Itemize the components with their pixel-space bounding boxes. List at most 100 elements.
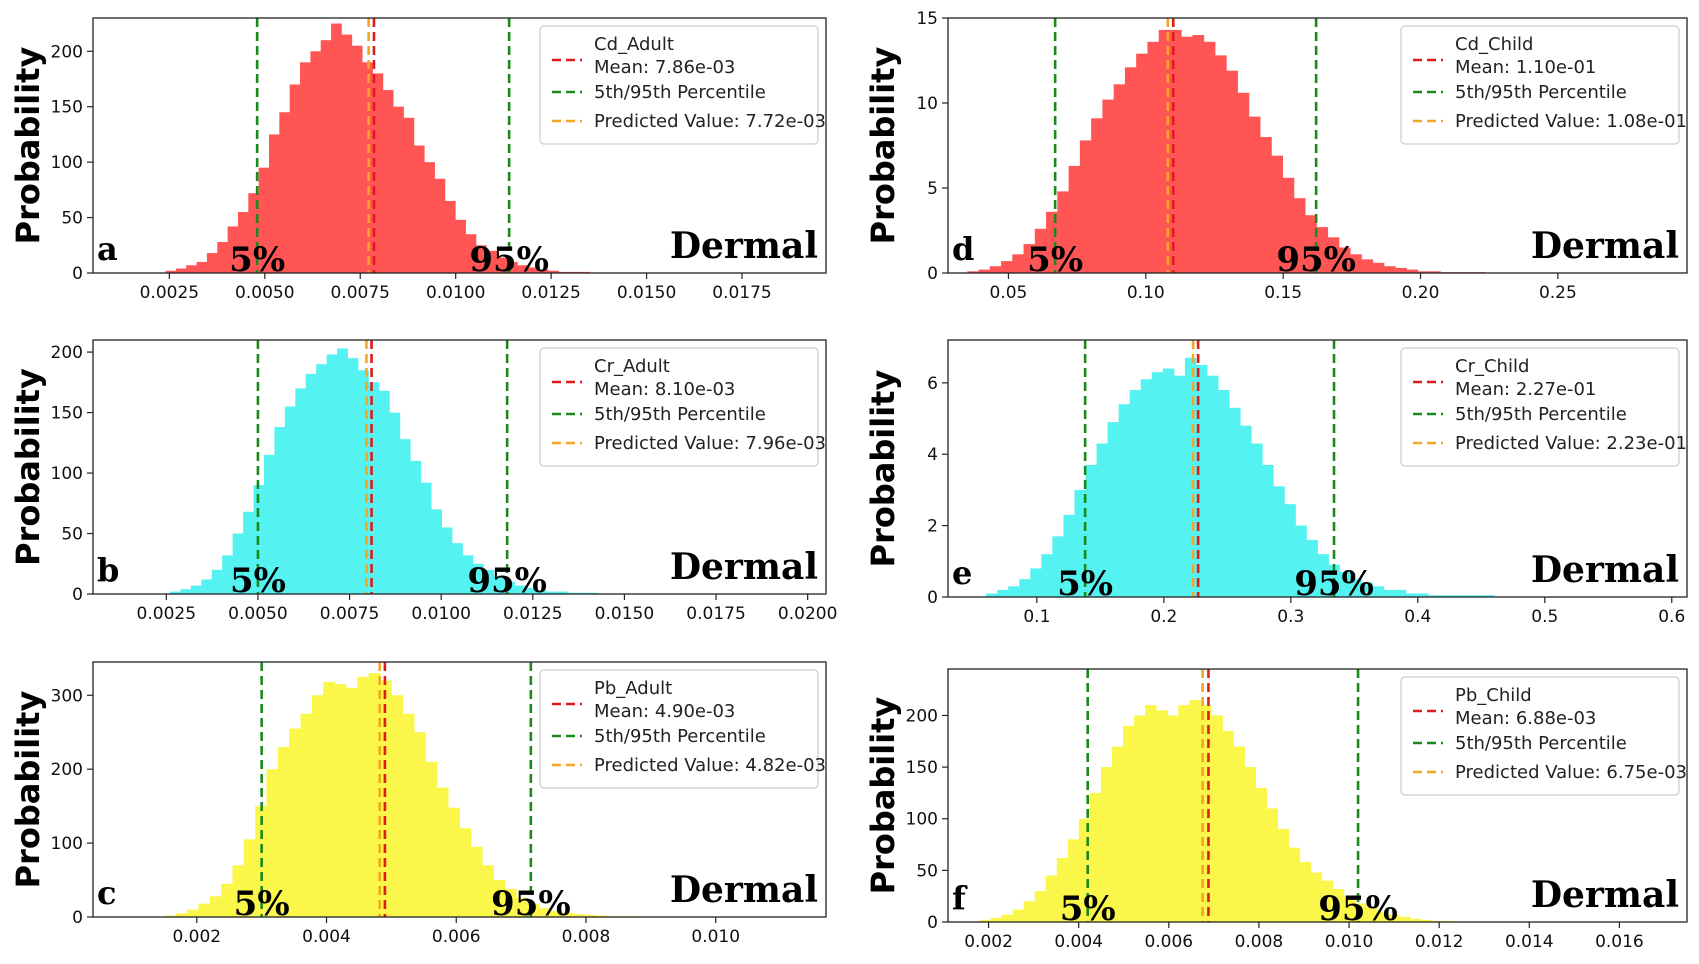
histogram-bar xyxy=(1316,227,1329,273)
histogram-bar xyxy=(378,390,390,594)
histogram-bar xyxy=(538,908,551,917)
legend-predicted-text: Predicted Value: 4.82e-03 xyxy=(594,755,826,776)
histogram-bar xyxy=(493,575,505,594)
histogram-bar xyxy=(1195,364,1208,597)
histogram-bar xyxy=(326,354,338,594)
histogram-bar xyxy=(517,265,529,273)
histogram-bar xyxy=(1421,919,1433,922)
histogram-bar xyxy=(357,676,370,917)
y-tick-label: 5 xyxy=(927,179,938,199)
histogram-bar xyxy=(1089,792,1102,922)
histogram-bar xyxy=(1012,254,1024,273)
histogram-bar xyxy=(535,590,547,594)
histogram-bar xyxy=(372,73,384,274)
histogram-bar xyxy=(1030,568,1042,597)
legend-percentile-text: 5th/95th Percentile xyxy=(594,82,766,103)
y-tick-label: 200 xyxy=(51,760,83,780)
y-tick-label: 150 xyxy=(51,98,83,118)
p95-label: 95% xyxy=(469,240,549,280)
x-tick-label: 0.008 xyxy=(562,927,611,947)
histogram-bar xyxy=(1417,271,1430,273)
histogram-bar xyxy=(274,427,286,594)
p95-label: 95% xyxy=(1318,889,1398,929)
histogram-bar xyxy=(389,412,401,594)
x-tick-label: 0.6 xyxy=(1658,607,1685,627)
histogram-bar xyxy=(1277,829,1290,922)
y-tick-label: 4 xyxy=(927,445,938,465)
panel-d: 0.05 0.10 0.15 0.20 0.25 0 5 10 15 Probability d De… xyxy=(864,9,1688,303)
histogram-bar xyxy=(1057,191,1069,273)
y-tick-label: 15 xyxy=(916,9,938,29)
p95-label: 95% xyxy=(1276,240,1356,280)
histogram-bar xyxy=(441,527,453,594)
y-axis-label: Probability xyxy=(864,370,902,568)
legend-mean-text: Mean: 8.10e-03 xyxy=(594,379,735,400)
histogram-bar xyxy=(258,167,270,273)
histogram-bars xyxy=(165,23,591,274)
histogram-bar xyxy=(1427,595,1440,597)
histogram-bar xyxy=(424,162,435,273)
histogram-bar xyxy=(1102,99,1115,273)
histogram-bar xyxy=(1034,891,1047,922)
y-tick-label: 2 xyxy=(927,517,938,537)
histogram-bar xyxy=(1012,909,1025,922)
plot-frame xyxy=(92,17,827,274)
histogram-bar xyxy=(431,509,442,594)
histogram-bar xyxy=(1295,525,1307,597)
histogram-bar xyxy=(1461,595,1473,597)
histogram-bar xyxy=(1354,903,1367,922)
histogram-bar xyxy=(1074,489,1086,597)
legend-mean-text: Cd_Child xyxy=(1455,34,1533,55)
histogram-bar xyxy=(382,90,394,273)
histogram-bar xyxy=(209,896,222,917)
histogram-bar xyxy=(527,903,540,917)
x-tick-label: 0.016 xyxy=(1595,932,1644,952)
histogram-bar xyxy=(986,593,998,597)
histogram-bar xyxy=(1429,271,1441,273)
histogram-bar xyxy=(316,364,328,594)
histogram-bar xyxy=(1218,389,1230,597)
x-tick-label: 0.008 xyxy=(1235,932,1284,952)
histogram-bar xyxy=(1192,35,1205,273)
x-tick-label: 0.20 xyxy=(1402,283,1440,303)
p95-label: 95% xyxy=(491,884,571,924)
histogram-bar xyxy=(1338,247,1351,273)
plot-frame xyxy=(947,668,1688,923)
histogram-bar xyxy=(573,914,585,917)
histogram-bar xyxy=(320,40,332,273)
histogram-bar xyxy=(1266,808,1279,922)
x-tick-label: 0.5 xyxy=(1531,607,1558,627)
histogram-bar xyxy=(1383,589,1396,597)
legend-predicted-text: Predicted Value: 6.75e-03 xyxy=(1455,762,1687,783)
x-tick-label: 0.0050 xyxy=(235,283,294,303)
histogram-bar xyxy=(1046,211,1058,273)
dermal-label: Dermal xyxy=(1531,549,1679,591)
histogram-bar xyxy=(323,681,336,917)
histogram-bar xyxy=(556,591,568,594)
histogram-bar xyxy=(967,271,979,273)
p5-label: 5% xyxy=(234,884,290,924)
histogram-bar xyxy=(368,382,380,594)
histogram-bar xyxy=(201,579,213,594)
histogram-bar xyxy=(1085,464,1097,597)
x-tick-label: 0.05 xyxy=(990,283,1028,303)
histogram-bar xyxy=(472,563,484,594)
y-tick-label: 50 xyxy=(61,525,83,545)
y-tick-label: 0 xyxy=(72,264,83,284)
dermal-label: Dermal xyxy=(670,546,818,588)
histogram-bar xyxy=(462,555,474,594)
histogram-bar xyxy=(1339,572,1352,597)
histogram-bar xyxy=(465,234,477,273)
histogram-bar xyxy=(1034,228,1047,273)
histogram-bar xyxy=(486,250,498,273)
y-tick-label: 10 xyxy=(916,94,938,114)
histogram-bar xyxy=(1350,579,1363,597)
histogram-bar xyxy=(1215,55,1227,274)
histogram-bar xyxy=(1136,53,1148,274)
histogram-bar xyxy=(1395,267,1407,273)
histogram-bar xyxy=(455,219,466,273)
histogram-bar xyxy=(496,257,508,273)
x-tick-label: 0.0075 xyxy=(330,283,389,303)
y-tick-label: 6 xyxy=(927,374,938,394)
